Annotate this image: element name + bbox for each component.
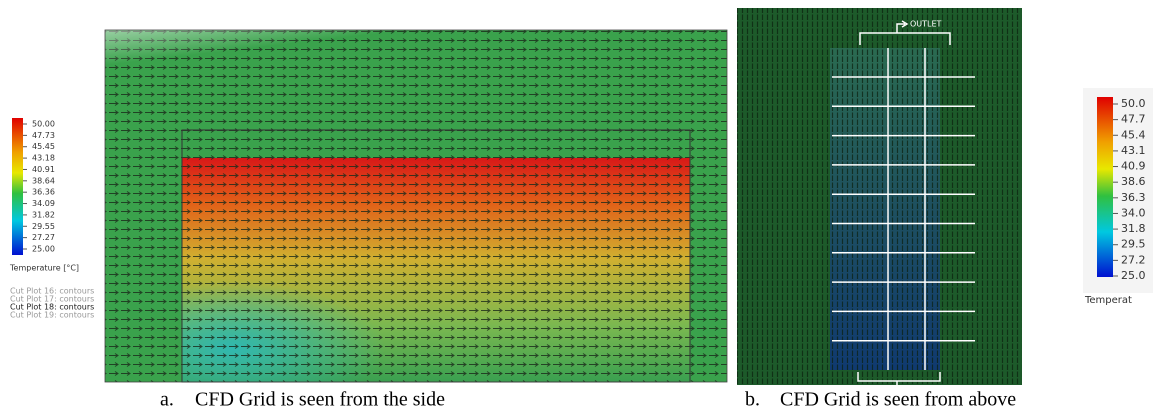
inlet-label: INLET [910, 389, 933, 398]
cut-plot-label: Cut Plot 19: contours [10, 311, 94, 320]
legend-title: Temperat [1084, 295, 1132, 306]
legend-tick: 27.2 [1121, 253, 1146, 266]
legend-tick: 25.0 [1121, 269, 1146, 282]
caption: CFD Grid is seen from the side [195, 389, 445, 411]
outlet-label: OUTLET [910, 20, 942, 29]
legend-tick: 47.73 [32, 131, 55, 140]
legend-tick: 27.27 [32, 233, 55, 242]
legend-tick: 50.0 [1121, 97, 1146, 110]
legend-tick: 43.1 [1121, 144, 1146, 157]
legend-tick: 47.7 [1121, 113, 1146, 126]
legend-tick: 29.55 [32, 222, 55, 231]
caption-label: a. [160, 389, 174, 411]
legend-tick: 40.91 [32, 165, 55, 174]
legend-tick: 25.00 [32, 245, 55, 254]
cut-plot-label: Cut Plot 18: contours [10, 303, 94, 312]
legend-tick: 38.6 [1121, 175, 1146, 188]
legend-tick: 29.5 [1121, 238, 1146, 251]
legend-tick: 31.82 [32, 210, 55, 219]
legend-tick: 36.36 [32, 188, 55, 197]
legend-tick: 34.09 [32, 199, 55, 208]
legend-tick: 40.9 [1121, 160, 1146, 173]
legend-tick: 43.18 [32, 154, 55, 163]
cut-plot-label: Cut Plot 17: contours [10, 295, 94, 304]
caption-label: b. [745, 389, 760, 411]
top-view-image: OUTLET INLET [737, 8, 1022, 398]
legend-b: Temperat [1083, 88, 1153, 306]
legend-tick: 38.64 [32, 176, 55, 185]
legend-tick: 31.8 [1121, 222, 1146, 235]
side-view-image [104, 0, 728, 383]
legend-tick: 45.45 [32, 142, 55, 151]
caption: CFD Grid is seen from above [780, 389, 1016, 411]
legend-tick: 45.4 [1121, 128, 1146, 141]
legend-title: Temperature [°C] [9, 264, 79, 273]
cut-plot-label: Cut Plot 16: contours [10, 287, 94, 296]
legend-a: Temperature [°C] [9, 118, 79, 273]
legend-tick: 34.0 [1121, 206, 1146, 219]
legend-tick: 50.00 [32, 120, 55, 129]
legend-tick: 36.3 [1121, 191, 1146, 204]
